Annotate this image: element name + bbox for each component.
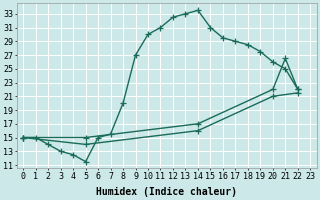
X-axis label: Humidex (Indice chaleur): Humidex (Indice chaleur) [96, 186, 237, 197]
